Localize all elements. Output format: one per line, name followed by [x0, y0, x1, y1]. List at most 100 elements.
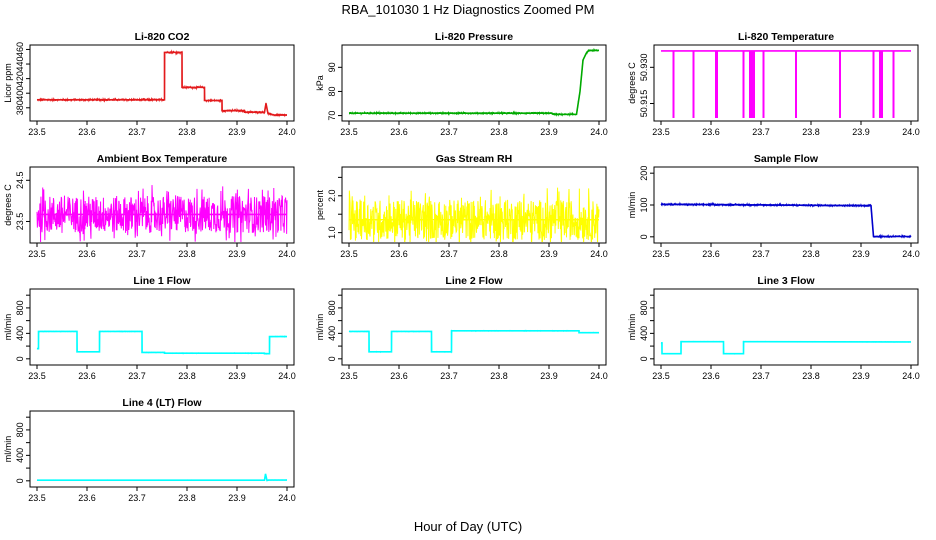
plot-frame	[341, 44, 607, 122]
x-tick-label: 24.0	[902, 371, 920, 381]
plot-frame	[653, 288, 919, 366]
y-tick-label: 800	[15, 422, 25, 437]
x-tick-label: 23.6	[78, 493, 96, 503]
panel-9: Line 3 Flow 23.5 23.6 23.7 23.8 23.9 24.0 0 400 8…	[627, 275, 920, 381]
figure-title: RBA_101030 1 Hz Diagnostics Zoomed PM	[342, 2, 595, 17]
y-axis-label: ml/min	[3, 314, 13, 341]
y-tick-label: 2.0	[327, 190, 337, 203]
plot-frame	[653, 44, 919, 122]
y-axis-label: degrees C	[3, 184, 13, 226]
x-tick-label: 23.7	[752, 371, 770, 381]
series-line	[660, 340, 912, 355]
x-tick-label: 23.9	[228, 249, 246, 259]
x-tick-label: 23.7	[752, 249, 770, 259]
series-line	[348, 329, 600, 354]
panel-8: Line 2 Flow 23.5 23.6 23.7 23.8 23.9 24.0 0 400 8…	[315, 275, 608, 381]
x-axis-label: Hour of Day (UTC)	[414, 519, 522, 534]
y-tick-label: 460	[15, 42, 25, 57]
plot-frame	[29, 288, 295, 366]
x-tick-label: 24.0	[590, 127, 608, 137]
y-tick-label: 380	[15, 100, 25, 115]
y-tick-label: 400	[327, 326, 337, 341]
y-tick-label: 420	[15, 71, 25, 86]
x-tick-label: 23.9	[852, 371, 870, 381]
y-tick-label: 800	[15, 300, 25, 315]
y-axis-label: ml/min	[3, 436, 13, 463]
y-tick-label: 0	[15, 478, 25, 483]
x-tick-label: 23.5	[652, 249, 670, 259]
panel-title: Ambient Box Temperature	[97, 153, 228, 165]
y-tick-label: 800	[327, 300, 337, 315]
x-tick-label: 23.5	[652, 371, 670, 381]
x-tick-label: 23.9	[228, 493, 246, 503]
x-tick-label: 23.8	[178, 371, 196, 381]
x-tick-label: 23.8	[178, 493, 196, 503]
x-tick-label: 23.5	[340, 249, 358, 259]
x-tick-label: 23.5	[28, 127, 46, 137]
plot-frame	[29, 166, 295, 244]
series-line	[36, 330, 288, 355]
x-tick-label: 24.0	[278, 493, 296, 503]
y-tick-label: 50.915	[639, 90, 649, 118]
x-tick-label: 23.8	[178, 127, 196, 137]
x-tick-label: 23.9	[852, 127, 870, 137]
plot-frame	[29, 44, 295, 122]
x-tick-label: 23.9	[540, 127, 558, 137]
panel-3: Li-820 Temperature 23.5 23.6 23.7 23.8 23.9 24…	[627, 31, 920, 137]
y-tick-label: 400	[15, 326, 25, 341]
x-tick-label: 23.9	[852, 249, 870, 259]
y-tick-label: 800	[639, 300, 649, 315]
panel-title: Line 3 Flow	[757, 275, 815, 287]
x-tick-label: 24.0	[278, 249, 296, 259]
x-tick-label: 23.8	[490, 371, 508, 381]
x-tick-label: 23.6	[390, 249, 408, 259]
y-tick-label: 0	[639, 356, 649, 361]
plot-frame	[29, 410, 295, 488]
series-line-base	[349, 330, 599, 353]
panel-title: Li-820 Pressure	[435, 31, 513, 43]
y-axis-label: percent	[315, 189, 325, 220]
panel-1: Li-820 CO2 23.5 23.6 23.7 23.8 23.9 24.0 380400…	[3, 31, 296, 137]
panel-title: Sample Flow	[754, 153, 819, 165]
y-tick-label: 100	[639, 197, 649, 212]
y-axis-label: ml/min	[315, 314, 325, 341]
y-tick-label: 400	[15, 86, 25, 101]
y-tick-label: 200	[639, 166, 649, 181]
y-axis-label: Licor ppm	[3, 63, 13, 103]
panel-7: Line 1 Flow 23.5 23.6 23.7 23.8 23.9 24.0 0 400 8…	[3, 275, 296, 381]
x-tick-label: 23.7	[440, 127, 458, 137]
y-tick-label: 440	[15, 57, 25, 72]
y-tick-label: 0	[15, 356, 25, 361]
x-tick-label: 23.5	[340, 371, 358, 381]
y-tick-label: 400	[639, 326, 649, 341]
series-line-base	[37, 473, 287, 482]
x-tick-label: 23.5	[28, 371, 46, 381]
x-tick-label: 23.9	[228, 371, 246, 381]
x-tick-label: 23.8	[802, 249, 820, 259]
series-line	[348, 187, 600, 242]
x-tick-label: 23.6	[78, 371, 96, 381]
series-line-base	[37, 330, 287, 355]
x-tick-label: 23.6	[702, 127, 720, 137]
y-axis-label: ml/min	[627, 192, 637, 219]
x-tick-label: 24.0	[902, 127, 920, 137]
y-axis-label: kPa	[315, 75, 325, 91]
x-tick-label: 24.0	[590, 371, 608, 381]
series-line	[36, 473, 288, 482]
y-tick-label: 90	[327, 62, 337, 72]
x-tick-label: 23.6	[78, 127, 96, 137]
x-tick-label: 23.9	[540, 371, 558, 381]
panel-title: Line 1 Flow	[133, 275, 191, 287]
panel-title: Li-820 Temperature	[738, 31, 834, 43]
series-line-base	[661, 340, 912, 355]
x-tick-label: 23.8	[802, 127, 820, 137]
y-tick-label: 50.930	[639, 54, 649, 82]
x-tick-label: 24.0	[902, 249, 920, 259]
panel-title: Li-820 CO2	[135, 31, 190, 43]
x-tick-label: 23.8	[178, 249, 196, 259]
x-tick-label: 24.0	[278, 371, 296, 381]
y-tick-label: 0	[639, 234, 649, 239]
y-tick-label: 23.5	[15, 213, 25, 231]
